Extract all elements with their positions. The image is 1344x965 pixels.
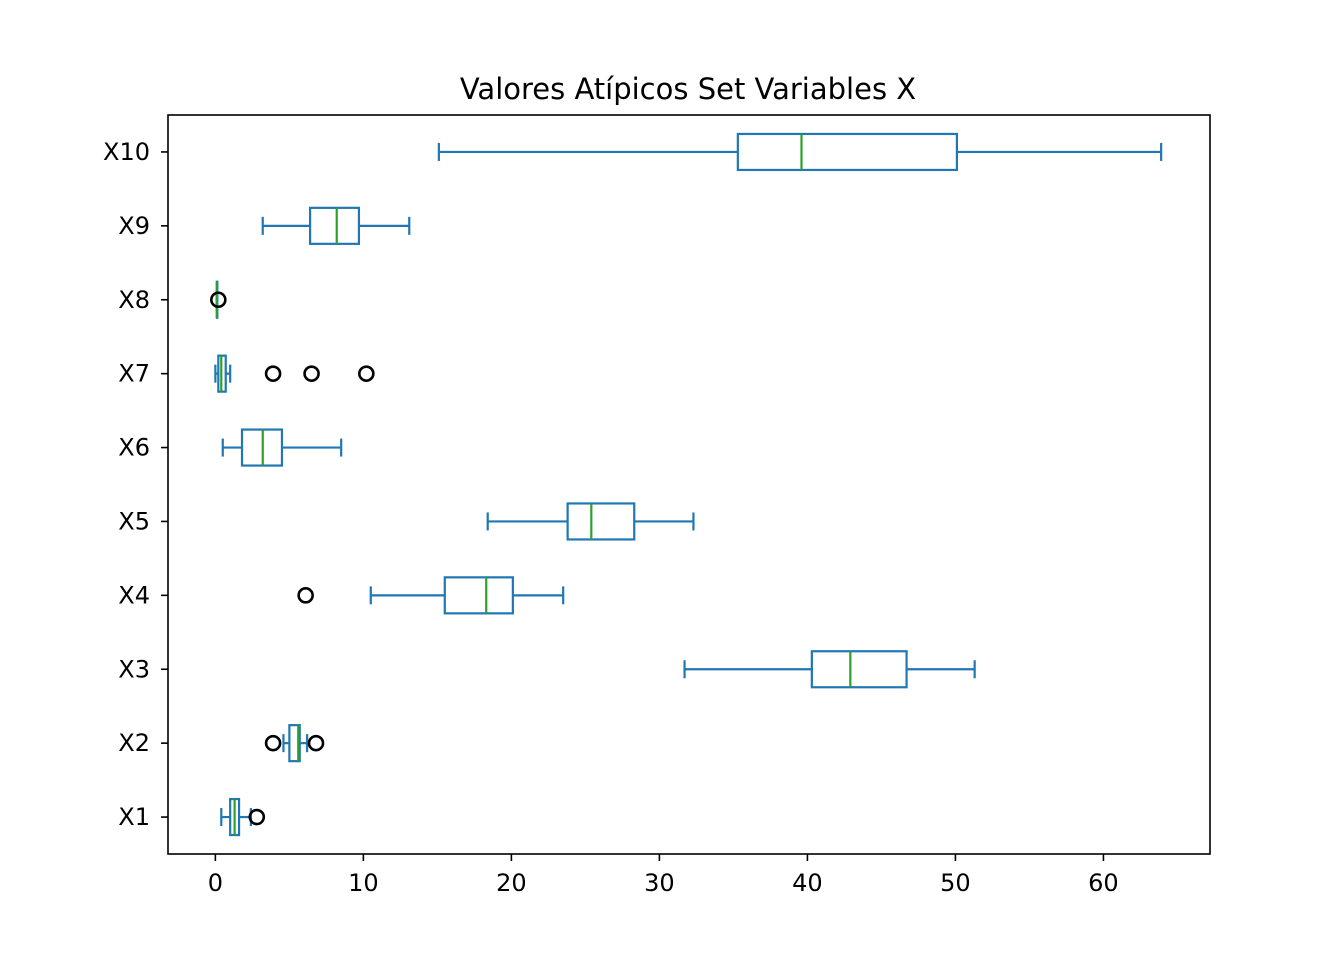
box-group-x2 (264, 724, 325, 763)
x-tick-label-20: 20 (496, 869, 527, 897)
box-group-x5 (486, 502, 695, 541)
box-x4 (443, 576, 514, 615)
outlier-x1-1 (248, 808, 266, 826)
x-tick-label-50: 50 (940, 869, 971, 897)
chart-title: Valores Atípicos Set Variables X (460, 72, 916, 106)
outlier-x2-2 (307, 734, 325, 752)
outlier-x7-1 (264, 365, 282, 382)
box-x10 (736, 132, 959, 172)
y-tick-label-x9: X9 (118, 212, 150, 240)
plot-area-frame (167, 114, 1211, 855)
box-group-x6 (221, 428, 343, 467)
y-tick-label-x10: X10 (103, 138, 150, 166)
box-group-x3 (683, 650, 976, 689)
outlier-x4-1 (297, 587, 314, 604)
box-group-x10 (437, 132, 1163, 172)
x-tick-label-10: 10 (348, 869, 379, 897)
y-tick-label-x8: X8 (118, 286, 150, 314)
box-group-x4 (297, 576, 565, 615)
box-x3 (810, 650, 908, 689)
outlier-x8-1 (210, 291, 227, 309)
plot-marks (210, 132, 1163, 837)
box-x2 (288, 724, 301, 763)
x-tick-label-0: 0 (208, 869, 223, 897)
y-tick-label-x7: X7 (118, 360, 150, 388)
x-tick-label-40: 40 (792, 869, 823, 897)
box-group-x1 (220, 797, 266, 837)
y-tick-label-x1: X1 (118, 803, 150, 831)
y-tick-label-x3: X3 (118, 655, 150, 683)
box-x9 (308, 206, 361, 245)
box-group-x9 (261, 206, 411, 245)
outlier-x2-1 (264, 734, 282, 752)
x-tick-label-60: 60 (1088, 869, 1119, 897)
y-tick-label-x5: X5 (118, 507, 150, 535)
box-x5 (566, 502, 636, 541)
y-tick-label-x6: X6 (118, 434, 150, 462)
box-group-x7 (214, 354, 375, 393)
box-group-x8 (210, 280, 227, 319)
y-tick-label-x4: X4 (118, 581, 150, 609)
y-tick-label-x2: X2 (118, 729, 150, 757)
axes: X1 X2 X3 X4 X5 X6 X7 X8 X9 X10 0 10 20 30 40 50 60 (103, 138, 1119, 897)
outlier-x7-3 (358, 365, 375, 382)
x-tick-label-30: 30 (644, 869, 675, 897)
outlier-x7-2 (303, 365, 320, 382)
